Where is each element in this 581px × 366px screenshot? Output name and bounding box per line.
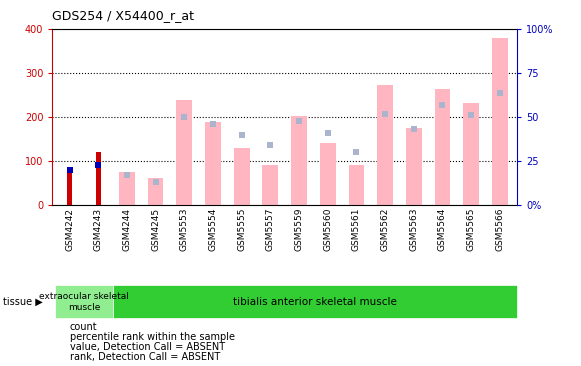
Bar	[67, 168, 72, 205]
Text: extraocular skeletal
muscle: extraocular skeletal muscle	[39, 292, 129, 312]
Bar	[291, 116, 307, 205]
Text: rank, Detection Call = ABSENT: rank, Detection Call = ABSENT	[70, 352, 220, 362]
Bar	[492, 38, 508, 205]
Bar	[96, 152, 101, 205]
Bar	[463, 103, 479, 205]
Bar	[205, 122, 221, 205]
Bar	[113, 285, 517, 318]
Text: count: count	[70, 322, 98, 332]
Bar	[349, 165, 364, 205]
Text: percentile rank within the sample: percentile rank within the sample	[70, 332, 235, 342]
Text: tissue ▶: tissue ▶	[3, 297, 42, 307]
Bar	[119, 172, 135, 205]
Bar	[148, 178, 163, 205]
Bar	[55, 285, 113, 318]
Bar	[435, 89, 450, 205]
Bar	[377, 86, 393, 205]
Bar	[320, 143, 336, 205]
Bar	[263, 165, 278, 205]
Bar	[177, 100, 192, 205]
Bar	[234, 148, 250, 205]
Text: GDS254 / X54400_r_at: GDS254 / X54400_r_at	[52, 9, 194, 22]
Bar	[406, 128, 422, 205]
Text: tibialis anterior skeletal muscle: tibialis anterior skeletal muscle	[233, 297, 397, 307]
Text: value, Detection Call = ABSENT: value, Detection Call = ABSENT	[70, 342, 225, 352]
